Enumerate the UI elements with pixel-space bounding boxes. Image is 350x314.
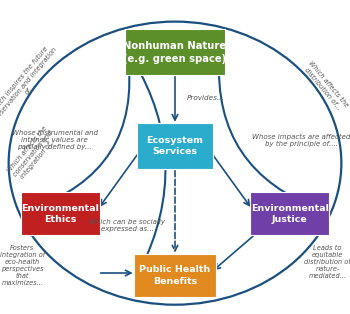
FancyBboxPatch shape	[125, 29, 225, 75]
Text: Leads to
equitable
distribution of
nature-
mediated...: Leads to equitable distribution of natur…	[304, 245, 350, 279]
Text: Which inspires the future
conservation and integration
of...: Which inspires the future conservation a…	[0, 41, 63, 128]
FancyBboxPatch shape	[251, 192, 329, 236]
Text: Whose instrumental and
intrinsic values are
partially defined by...: Whose instrumental and intrinsic values …	[12, 130, 98, 150]
Text: Which can be socially
expressed as...: Which can be socially expressed as...	[89, 219, 165, 231]
Text: Nonhuman Nature
(e.g. green space): Nonhuman Nature (e.g. green space)	[124, 41, 226, 63]
Text: Fosters
integration of
eco-health
perspectives
that
maximizes...: Fosters integration of eco-health perspe…	[0, 245, 45, 286]
Text: Provides...: Provides...	[187, 95, 225, 100]
Text: Public Health
Benefits: Public Health Benefits	[139, 265, 211, 285]
Text: Environmental
Justice: Environmental Justice	[251, 204, 329, 224]
FancyBboxPatch shape	[21, 192, 99, 236]
FancyBboxPatch shape	[134, 254, 216, 297]
Text: Environmental
Ethics: Environmental Ethics	[21, 204, 99, 224]
FancyBboxPatch shape	[137, 123, 213, 169]
Text: Which affects the
conservation and
integration of...: Which affects the conservation and integ…	[6, 125, 59, 183]
Text: Ecosystem
Services: Ecosystem Services	[147, 136, 203, 156]
Text: Which affects the
distribution of...: Which affects the distribution of...	[301, 60, 349, 113]
Text: Whose impacts are affected
by the principle of....: Whose impacts are affected by the princi…	[252, 133, 350, 147]
